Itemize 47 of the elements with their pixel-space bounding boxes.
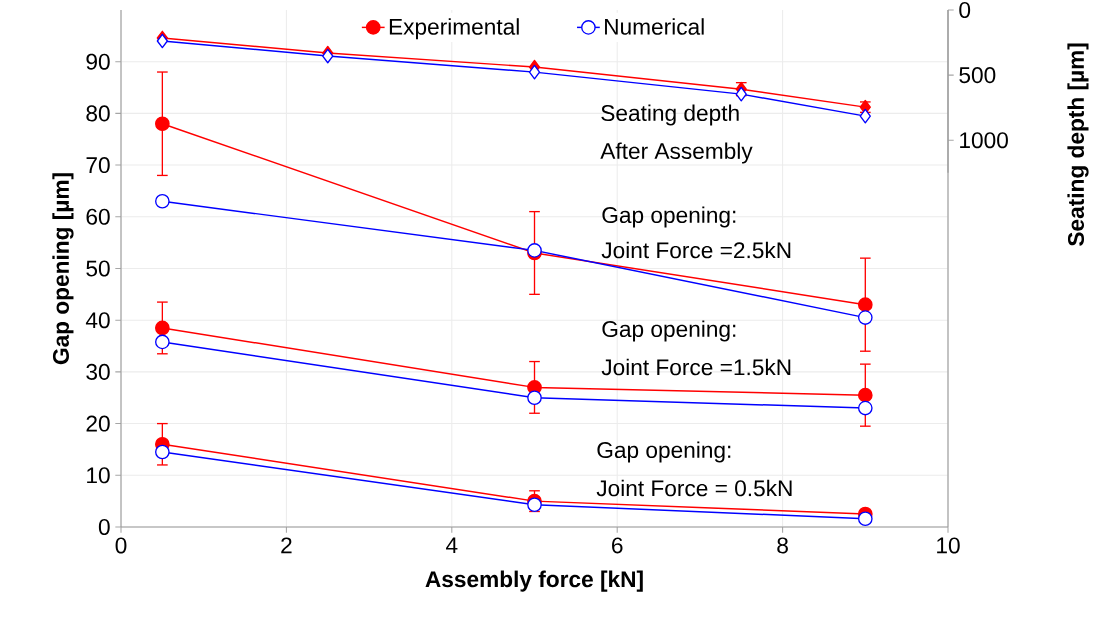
- annotation: Gap opening:: [597, 441, 731, 463]
- annotation: Seating depth: [601, 104, 739, 126]
- point: [155, 334, 170, 350]
- y-tick-label: 50: [86, 260, 110, 277]
- y-tick-label: 10: [87, 467, 110, 484]
- y-axis-title: Gap opening [µm]: [52, 173, 74, 365]
- point: [857, 400, 873, 416]
- point: [857, 310, 873, 325]
- y-tick-label: 20: [86, 415, 110, 432]
- point: [859, 108, 871, 124]
- x-tick-label: 6: [612, 537, 623, 554]
- point: [527, 497, 542, 513]
- x-tick-label: 0: [115, 537, 127, 554]
- y-tick-label: 40: [85, 312, 110, 329]
- x-tick-label: 8: [777, 537, 788, 554]
- point: [735, 86, 747, 102]
- point: [155, 193, 170, 209]
- y-tick-label: 30: [86, 363, 110, 380]
- y-tick-label: 80: [86, 105, 110, 122]
- annotation: Joint Force = 0.5kN: [596, 479, 792, 497]
- y2-axis-title: Seating depth [µm]: [1067, 43, 1089, 246]
- point: [528, 64, 541, 80]
- y2-tick-label: 0: [959, 1, 971, 19]
- y2-tick-label: 500: [959, 67, 996, 84]
- point: [857, 387, 873, 403]
- y2-tick-label: 1000: [960, 132, 1008, 149]
- annotation: After Assembly: [600, 142, 753, 164]
- annotation: Joint Force =2.5kN: [601, 241, 791, 259]
- point: [155, 116, 170, 132]
- y-tick-label: 0: [98, 518, 110, 536]
- point: [857, 297, 873, 313]
- point: [155, 444, 170, 460]
- y-tick-label: 60: [86, 208, 110, 225]
- x-tick-label: 10: [937, 537, 960, 554]
- y-tick-label: 90: [86, 53, 110, 70]
- x-tick-label: 2: [281, 537, 292, 554]
- y-tick-label: 70: [86, 157, 110, 174]
- point: [857, 511, 873, 527]
- x-tick-label: 4: [446, 537, 458, 553]
- annotation: Gap opening:: [602, 320, 736, 342]
- legend-label: Numerical: [605, 18, 704, 35]
- annotation: Gap opening:: [602, 206, 736, 228]
- point: [527, 390, 542, 406]
- point: [155, 320, 170, 336]
- annotation: Joint Force =1.5kN: [601, 358, 791, 376]
- legend-label: Experimental: [389, 18, 519, 40]
- x-axis-title: Assembly force [kN]: [425, 570, 643, 592]
